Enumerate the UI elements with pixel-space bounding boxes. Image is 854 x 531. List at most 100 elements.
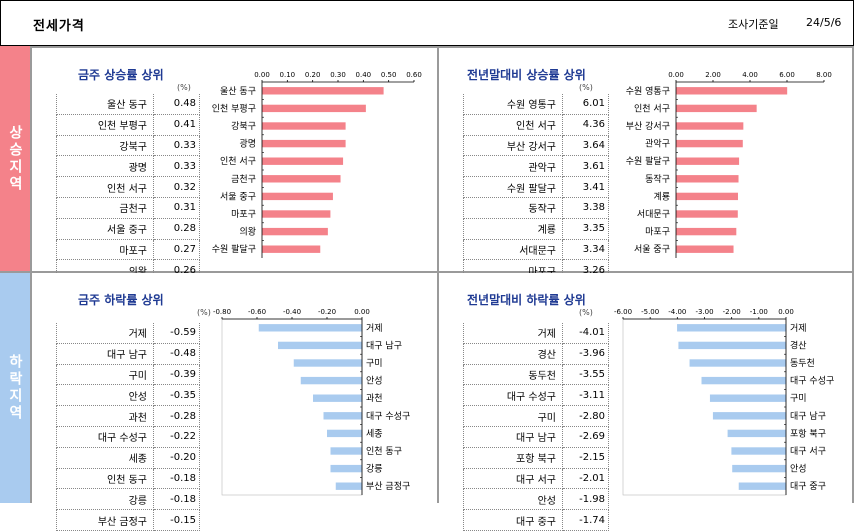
region-name: 수원 팔달구 (463, 176, 563, 198)
bar (278, 341, 362, 350)
chart3-svg: -6.00 -5.00 -4.00 -3.00 -2.00 -1.00 0.00 거제경산동두… (614, 308, 834, 496)
region-value: -0.39 (153, 364, 200, 386)
category-label: 구미 (366, 358, 383, 369)
panel-ytd-fall: 전년말대비 하락률 상위 (%) 거제 -4.01 경산 -3.96 동두천 -3.55 대구 … (439, 273, 852, 531)
table-row: 대구 남구 -2.69 (463, 426, 609, 448)
chart2-title: 금주 하락률 상위 (78, 293, 164, 307)
category-label: 계룡 (653, 190, 670, 202)
bar (676, 245, 734, 253)
region-value: 4.36 (562, 114, 609, 136)
bar (676, 104, 757, 113)
category-label: 대구 남구 (366, 340, 402, 351)
region-value: 0.48 (153, 94, 200, 115)
region-name: 거제 (463, 323, 563, 344)
tick-label: -4.00 (668, 308, 686, 316)
tick-label: 2.00 (705, 71, 721, 79)
category-label: 거제 (366, 323, 383, 334)
table-row: 인천 서구 0.32 (56, 176, 200, 198)
region-value: -2.15 (562, 447, 609, 469)
category-label: 광명 (239, 138, 256, 150)
bar (689, 359, 786, 367)
tick-label: 8.00 (816, 71, 832, 79)
region-value: -1.98 (562, 488, 609, 511)
category-label: 부산 강서구 (626, 121, 670, 132)
bar (330, 447, 362, 455)
region-value: -0.18 (153, 468, 200, 490)
chart3-unit: (%) (579, 308, 593, 317)
table-row: 안성 -0.35 (56, 384, 200, 407)
tick-label: -3.00 (695, 308, 713, 316)
table-row: 인천 서구 4.36 (463, 114, 609, 136)
region-name: 인천 서구 (56, 176, 154, 198)
table-row: 울산 동구 0.48 (56, 94, 200, 115)
region-name: 수원 영통구 (463, 94, 563, 115)
region-name: 대구 중구 (463, 509, 563, 531)
chart1-unit: (%) (579, 83, 593, 92)
bar (262, 210, 331, 218)
survey-date-value: 24/5/6 (806, 16, 842, 29)
bar (300, 376, 362, 385)
tick-label: 0.40 (356, 71, 372, 79)
bar (676, 122, 744, 130)
table-row: 포항 북구 -2.15 (463, 447, 609, 469)
category-label: 세종 (366, 428, 383, 439)
bar (293, 359, 362, 367)
tick-label: -0.20 (318, 308, 336, 316)
survey-date-label: 조사기준일 (728, 18, 779, 31)
region-name: 울산 동구 (56, 94, 154, 115)
region-value: 0.41 (153, 114, 200, 136)
table-row: 인천 동구 -0.18 (56, 468, 200, 490)
category-label: 대구 중구 (790, 481, 826, 492)
category-label: 서울 중구 (634, 244, 670, 255)
chart2-table: 거제 -0.59 대구 남구 -0.48 구미 -0.39 안성 -0.35 과천 -0.28 대구… (56, 323, 200, 531)
table-row: 대구 중구 -1.74 (463, 509, 609, 531)
region-name: 금천구 (56, 197, 154, 219)
tick-label: 4.00 (742, 71, 758, 79)
table-row: 금천구 0.31 (56, 197, 200, 219)
region-value: 0.28 (153, 218, 200, 240)
table-row: 수원 팔달구 3.41 (463, 176, 609, 198)
category-label: 대구 수성구 (366, 411, 410, 422)
region-value: -3.55 (562, 364, 609, 386)
table-row: 대구 수성구 -3.11 (463, 384, 609, 407)
chart1-title: 전년말대비 상승률 상위 (467, 68, 586, 82)
tick-label: 0.60 (406, 71, 422, 79)
region-name: 계룡 (463, 218, 563, 240)
region-value: 3.38 (562, 197, 609, 219)
chart0-table: 울산 동구 0.48 인천 부평구 0.41 강북구 0.33 광명 0.33 인천 서구 0.3… (56, 94, 200, 302)
tick-label: 0.00 (254, 71, 270, 79)
table-row: 서대문구 3.34 (463, 239, 609, 261)
region-name: 대구 남구 (463, 426, 563, 448)
tick-label: -2.00 (723, 308, 741, 316)
region-value: 0.27 (153, 239, 200, 261)
region-value: -0.59 (153, 323, 200, 344)
bar (678, 341, 786, 350)
table-row: 강릉 -0.18 (56, 488, 200, 511)
chart0-title: 금주 상승률 상위 (78, 68, 164, 82)
table-row: 관악구 3.61 (463, 155, 609, 178)
category-label: 의왕 (239, 227, 256, 238)
region-name: 관악구 (463, 155, 563, 178)
chart2-unit: (%) (197, 308, 211, 317)
region-name: 동작구 (463, 197, 563, 219)
category-label: 대구 수성구 (790, 376, 834, 387)
table-row: 마포구 0.27 (56, 239, 200, 261)
region-name: 부산 강서구 (463, 135, 563, 157)
bar (327, 429, 362, 438)
category-label: 인천 동구 (366, 446, 402, 457)
bar (676, 227, 737, 236)
tick-label: 0.10 (280, 71, 296, 79)
bar (313, 394, 362, 402)
region-name: 대구 남구 (56, 343, 154, 365)
region-value: -0.48 (153, 343, 200, 365)
category-label: 마포구 (231, 209, 256, 220)
region-name: 대구 수성구 (463, 384, 563, 407)
region-name: 과천 (56, 405, 154, 427)
table-row: 수원 영통구 6.01 (463, 94, 609, 115)
region-name: 안성 (56, 384, 154, 407)
region-value: -0.15 (153, 509, 200, 531)
table-row: 부산 강서구 3.64 (463, 135, 609, 157)
panel-ytd-rise: 전년말대비 상승률 상위 (%) 수원 영통구 6.01 인천 서구 4.36 부산 강서구… (439, 48, 852, 302)
